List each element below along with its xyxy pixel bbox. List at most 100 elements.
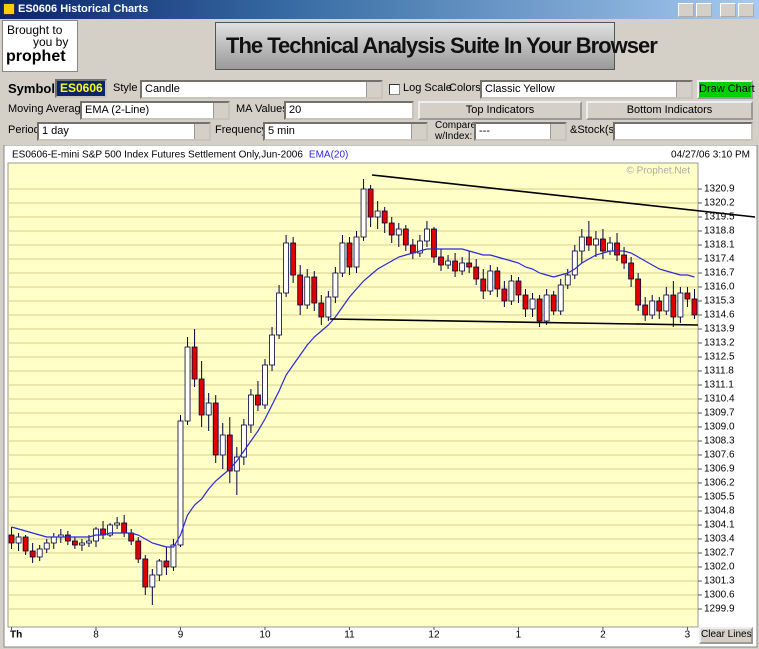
candle-body [177, 420, 184, 546]
y-tick-label: 1302.7 [704, 548, 735, 559]
logo-brand: prophet [6, 48, 66, 65]
candle-body [564, 274, 571, 286]
y-tick-label: 1304.1 [704, 520, 735, 531]
y-tick-label: 1302.0 [704, 562, 735, 573]
candle-body [135, 540, 142, 560]
candle-body [585, 236, 592, 246]
y-tick-label: 1311.1 [704, 380, 734, 391]
candle-body [522, 294, 529, 310]
window-button[interactable] [720, 3, 736, 17]
candle-body [424, 228, 430, 242]
stocks-input[interactable] [613, 122, 753, 141]
x-tick-label: 3 [685, 630, 691, 641]
top-indicators-button[interactable]: Top Indicators [418, 101, 582, 120]
candle-body [8, 534, 15, 544]
candle-body [276, 292, 282, 336]
candle-body [304, 276, 311, 306]
candle-body [635, 278, 642, 306]
label: Symbol [8, 81, 55, 96]
logo: Brought to you by prophet [2, 20, 78, 72]
window-button[interactable] [678, 3, 694, 17]
chart: ES0606-E-mini S&P 500 Index Futures Sett… [3, 145, 758, 648]
candle-body [445, 260, 451, 266]
logo-text: Brought to [7, 23, 63, 37]
period-select[interactable]: 1 day [37, 122, 211, 141]
compare-select[interactable]: --- [474, 122, 567, 141]
y-tick-label: 1320.2 [704, 198, 735, 209]
candle-body [29, 550, 36, 558]
y-tick-label: 1317.4 [704, 254, 735, 265]
candle-body [600, 238, 606, 252]
label: &Stock(s) [570, 124, 618, 136]
y-tick-label: 1301.3 [704, 576, 735, 587]
candle-body [269, 334, 275, 366]
ma-select[interactable]: EMA (2-Line) [80, 101, 230, 120]
candle-body [381, 210, 388, 224]
y-tick-label: 1318.1 [704, 240, 735, 251]
trend-line [371, 174, 756, 218]
banner-text: The Technical Analysis Suite In Your Bro… [226, 33, 658, 58]
candle-body [325, 296, 332, 318]
y-tick-label: 1313.9 [704, 324, 735, 335]
candle-body [346, 242, 353, 268]
y-tick-label: 1309.0 [704, 422, 735, 433]
candle-body [283, 242, 290, 294]
label: Style [113, 82, 138, 94]
candle-body [43, 542, 50, 550]
candle-body [536, 298, 543, 322]
window-button[interactable] [738, 3, 754, 17]
clear-lines-button[interactable]: Clear Lines [699, 627, 753, 644]
trend-line [329, 318, 699, 326]
style-select[interactable]: Candle [140, 80, 383, 99]
app-icon [3, 3, 15, 15]
candle-body [642, 304, 649, 316]
y-tick-label: 1303.4 [704, 534, 735, 545]
candle-body [86, 540, 92, 544]
candle-body [649, 300, 656, 316]
candle-body [438, 256, 444, 266]
candle-body [409, 244, 416, 254]
candle-body [262, 364, 268, 406]
bottom-indicators-button[interactable]: Bottom Indicators [586, 101, 753, 120]
candle-body [226, 434, 233, 472]
y-tick-label: 1308.3 [704, 436, 735, 447]
candle-body [529, 298, 536, 310]
candle-body [571, 250, 578, 276]
frequency-select[interactable]: 5 min [263, 122, 428, 141]
candle-body [663, 294, 670, 312]
candle-body [402, 228, 409, 246]
candle-body [248, 394, 254, 426]
symbol-input[interactable]: ES0606 [55, 79, 107, 98]
y-tick-label: 1306.2 [704, 478, 735, 489]
candle-body [318, 302, 325, 318]
candle-body [36, 548, 43, 558]
candle-body [15, 536, 22, 544]
candle-body [367, 188, 374, 218]
candle-body [163, 560, 170, 568]
x-tick-label: 8 [93, 630, 99, 641]
y-tick-label: 1314.6 [704, 310, 735, 321]
candle-body [480, 278, 487, 292]
colors-select[interactable]: Classic Yellow [480, 80, 693, 99]
candle-body [515, 280, 522, 296]
y-tick-label: 1316.7 [704, 268, 735, 279]
candle-body [388, 222, 395, 236]
candle-body [121, 522, 128, 534]
candle-body [297, 274, 304, 306]
candle-body [557, 284, 564, 312]
label: Colors [449, 82, 481, 94]
y-tick-label: 1320.9 [704, 184, 735, 195]
ma-values-input[interactable]: 20 [284, 101, 414, 120]
window-button[interactable] [696, 3, 712, 17]
chart-title: ES0606-E-mini S&P 500 Index Futures Sett… [12, 150, 303, 161]
draw-chart-button[interactable]: Draw Chart [697, 80, 755, 99]
y-tick-label: 1306.9 [704, 464, 735, 475]
candle-body [466, 262, 473, 268]
plot-area [7, 162, 699, 628]
candle-body [374, 210, 381, 218]
candle-body [550, 294, 557, 312]
log-checkbox[interactable] [389, 84, 400, 95]
candle-body [170, 544, 177, 568]
candle-body [543, 294, 550, 322]
